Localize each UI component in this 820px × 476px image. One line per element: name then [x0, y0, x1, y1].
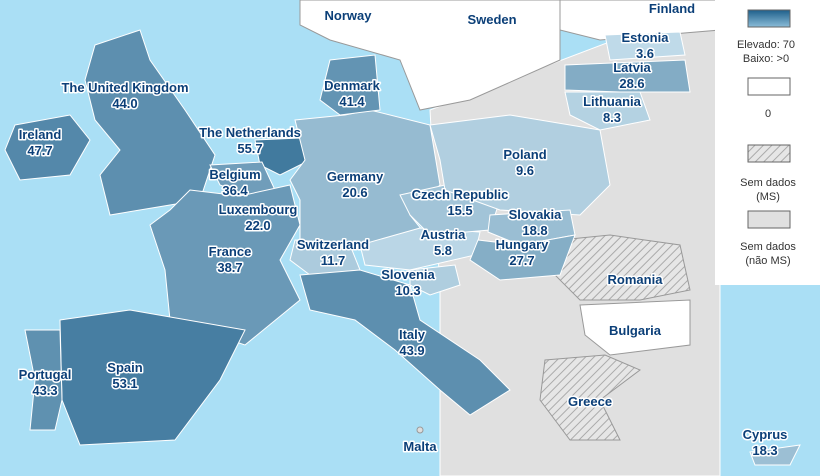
country-name: Slovenia [381, 267, 435, 282]
country-value: 11.7 [321, 253, 346, 268]
country-name: Germany [327, 169, 384, 184]
legend-zero: 0 [765, 108, 771, 120]
country [429, 114, 611, 216]
country-name: Slovakia [509, 207, 563, 222]
country-name: Hungary [496, 237, 550, 252]
country-name: Estonia [622, 30, 670, 45]
greece [539, 354, 641, 441]
country-value: 10.3 [395, 283, 420, 298]
country-name: Lithuania [583, 94, 642, 109]
country-name: Portugal [19, 367, 72, 382]
country-name: Luxembourg [219, 202, 298, 217]
country [604, 31, 686, 61]
country-value: 3.6 [636, 46, 654, 61]
country-value: 18.8 [522, 223, 547, 238]
country-value: 9.6 [516, 163, 534, 178]
country-name: Czech Republic [412, 187, 509, 202]
country-name: Austria [421, 227, 467, 242]
country-value: 41.4 [339, 94, 365, 109]
country-value: 36.4 [222, 183, 248, 198]
country-name: Belgium [209, 167, 260, 182]
country-name: Malta [403, 439, 437, 454]
country [749, 444, 801, 466]
country-name: The Netherlands [199, 125, 301, 140]
romania [554, 234, 691, 301]
country-name: Italy [399, 327, 426, 342]
country [564, 91, 651, 131]
legend-ms: (MS) [756, 191, 780, 203]
country-name: Bulgaria [609, 323, 662, 338]
country-value: 28.6 [619, 76, 644, 91]
country-value: 27.7 [509, 253, 534, 268]
country [299, 269, 511, 416]
country [149, 184, 301, 346]
country-name: Denmark [324, 78, 380, 93]
country-name: Poland [503, 147, 546, 162]
country-value: 22.0 [245, 218, 270, 233]
country-name: Cyprus [743, 427, 788, 442]
country-value: 20.6 [342, 185, 367, 200]
country [469, 234, 576, 281]
country-value: 55.7 [237, 141, 262, 156]
legend-ms: Sem dados [740, 177, 796, 189]
country-name: Romania [608, 272, 664, 287]
country [319, 54, 381, 116]
country [24, 329, 63, 431]
country-name: Sweden [467, 12, 516, 27]
country-name: France [209, 244, 252, 259]
country-value: 53.1 [112, 376, 137, 391]
legend-box [715, 0, 820, 285]
country-name: Greece [568, 394, 612, 409]
country-value: 18.3 [752, 443, 777, 458]
legend-max: Elevado: 70 [737, 39, 795, 51]
country-value: 8.3 [603, 110, 621, 125]
country-value: 38.7 [217, 260, 242, 275]
legend: Elevado: 70 Baixo: >0 0 Sem dados (MS) S… [715, 0, 820, 285]
country [59, 309, 246, 446]
country [564, 59, 691, 93]
country [4, 114, 91, 181]
legend-ms-swatch [747, 144, 791, 163]
legend-non-ms: (não MS) [745, 255, 790, 267]
country-value: 44.0 [112, 96, 137, 111]
country-value: 47.7 [27, 143, 52, 158]
country-value: 43.9 [399, 343, 424, 358]
country [84, 29, 216, 216]
country [409, 264, 461, 296]
legend-gradient [747, 9, 791, 28]
legend-non-ms-swatch [747, 210, 791, 229]
legend-non-ms: Sem dados [740, 241, 796, 253]
legend-zero-swatch [747, 77, 791, 96]
malta [416, 426, 424, 434]
bulgaria [579, 299, 691, 356]
country-value: 5.8 [434, 243, 452, 258]
country-name: The United Kingdom [61, 80, 188, 95]
country-value: 15.5 [447, 203, 472, 218]
country-name: Switzerland [297, 237, 369, 252]
country-name: Finland [649, 1, 695, 16]
country-name: Ireland [19, 127, 62, 142]
country-name: Latvia [613, 60, 651, 75]
country-value: 43.3 [32, 383, 57, 398]
country-name: Spain [107, 360, 142, 375]
country [254, 137, 311, 176]
country-name: Norway [325, 8, 373, 23]
legend-min: Baixo: >0 [743, 53, 789, 65]
